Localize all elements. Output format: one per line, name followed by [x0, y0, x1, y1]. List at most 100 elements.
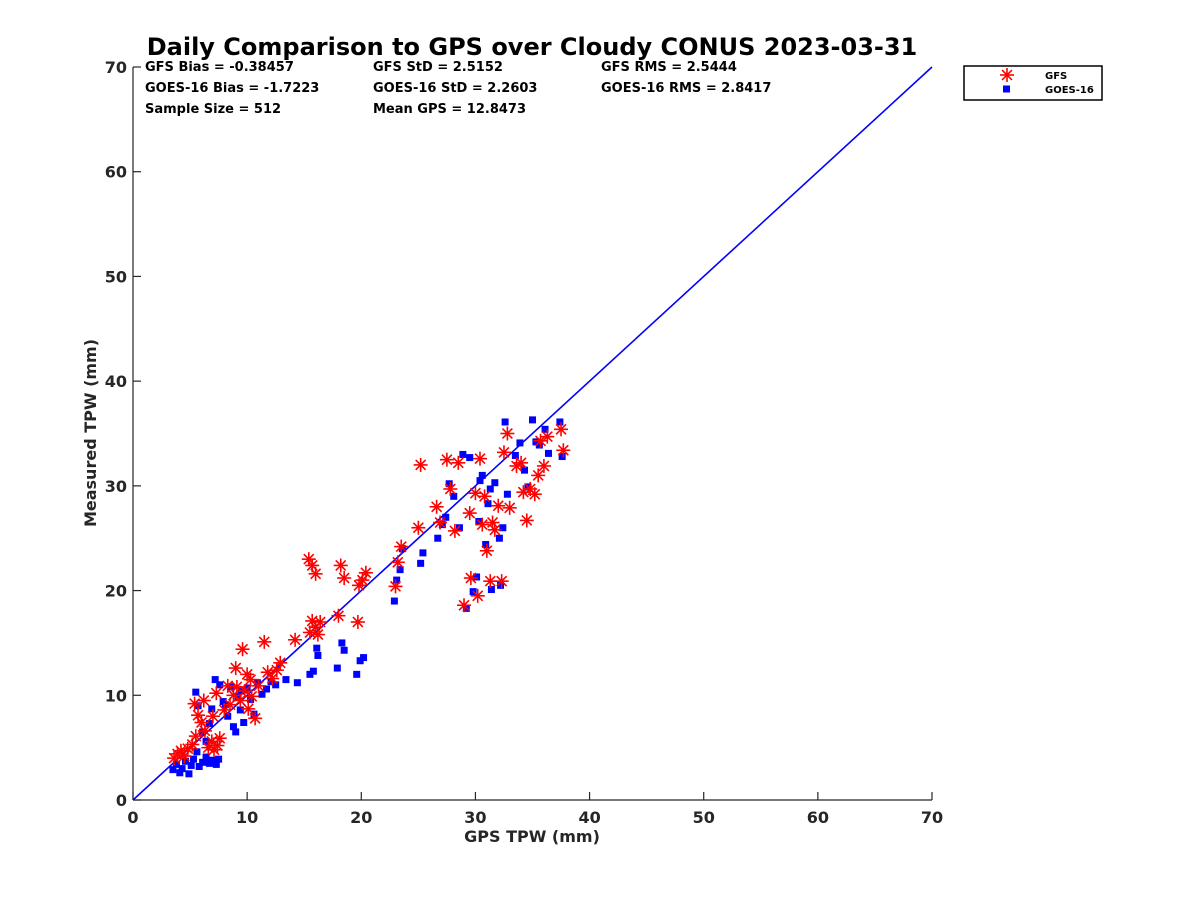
goes16-point: [541, 425, 549, 433]
goes16-point: [417, 559, 425, 567]
y-axis-label: Measured TPW (mm): [81, 339, 100, 527]
goes16-point: [455, 524, 463, 532]
gfs-point: [388, 579, 403, 594]
stat-mean-gps: Mean GPS = 12.8473: [373, 102, 526, 117]
goes16-point: [209, 756, 217, 764]
gfs-point: [472, 451, 487, 466]
gfs-point: [439, 452, 454, 467]
x-axis-label: GPS TPW (mm): [464, 827, 600, 846]
goes16-point: [199, 728, 207, 736]
goes16-point: [267, 678, 275, 686]
gfs-point: [451, 455, 466, 470]
gfs-point: [308, 566, 323, 581]
goes16-point: [511, 451, 519, 459]
stat-sample-size: Sample Size = 512: [145, 102, 281, 117]
legend-label-gfs: GFS: [1045, 71, 1067, 82]
stat-gfs-std: GFS StD = 2.5152: [373, 60, 503, 75]
gfs-point: [500, 426, 515, 441]
gfs-point: [196, 693, 211, 708]
goes16-point: [234, 692, 242, 700]
goes16-point: [501, 418, 509, 426]
goes16-point: [450, 492, 458, 500]
goes16-point: [250, 710, 258, 718]
gfs-point: [251, 678, 266, 693]
legend-label-goes16: GOES-16: [1045, 85, 1094, 96]
goes16-point: [192, 688, 200, 696]
goes16-point: [182, 757, 190, 765]
goes16-point: [484, 500, 492, 508]
gfs-point: [496, 445, 511, 460]
gfs-points-layer: [167, 422, 571, 766]
legend-gfs-marker: [1000, 68, 1014, 82]
chart-title: Daily Comparison to GPS over Cloudy CONU…: [147, 33, 918, 61]
goes16-point: [169, 766, 177, 774]
goes16-point: [193, 748, 201, 756]
y-tick-label: 30: [105, 477, 127, 496]
goes16-point: [482, 540, 490, 548]
y-tick-label: 60: [105, 163, 127, 182]
gfs-point: [244, 689, 259, 704]
goes16-point: [478, 471, 486, 479]
y-tick-label: 20: [105, 582, 127, 601]
gfs-point: [212, 731, 227, 746]
gfs-point: [331, 608, 346, 623]
goes16-point: [516, 439, 524, 447]
goes16-point: [247, 695, 255, 703]
goes16-point: [499, 524, 507, 532]
gfs-point: [429, 499, 444, 514]
x-tick-label: 0: [127, 808, 138, 827]
gfs-point: [220, 678, 235, 693]
goes16-point: [224, 712, 232, 720]
stat-goes-std: GOES-16 StD = 2.2603: [373, 81, 537, 96]
goes16-point: [187, 761, 195, 769]
gfs-point: [531, 468, 546, 483]
gfs-point: [229, 679, 244, 694]
goes16-point: [229, 723, 237, 731]
goes16-point: [215, 755, 223, 763]
gfs-point: [337, 571, 352, 586]
gfs-point: [475, 517, 490, 532]
gfs-point: [502, 500, 517, 515]
goes16-point: [293, 679, 301, 687]
gfs-point: [447, 523, 462, 538]
goes16-point: [556, 418, 564, 426]
goes16-point: [172, 760, 180, 768]
goes16-point: [529, 416, 536, 424]
gfs-point: [241, 701, 256, 716]
goes16-point: [216, 681, 224, 689]
goes16-point: [521, 466, 529, 474]
goes16-point: [419, 549, 427, 557]
goes16-point: [459, 450, 467, 458]
gfs-point: [457, 598, 472, 613]
x-tick-label: 30: [464, 808, 486, 827]
gfs-point: [240, 667, 255, 682]
gfs-point: [273, 655, 288, 670]
goes16-point: [194, 702, 202, 710]
gfs-point: [485, 515, 500, 530]
goes16-point: [487, 586, 495, 594]
x-tick-label: 40: [578, 808, 600, 827]
gfs-point: [333, 558, 348, 573]
goes16-point: [486, 485, 494, 493]
gfs-point: [443, 481, 458, 496]
goes16-point: [558, 453, 566, 461]
legend-box: [963, 65, 1103, 101]
y-axis-ticks: 0 10 20 30 40 50 60 70: [105, 58, 141, 810]
gfs-point: [411, 520, 426, 535]
gfs-point: [390, 555, 405, 570]
gfs-point: [514, 455, 529, 470]
y-tick-label: 0: [116, 791, 127, 810]
goes16-point: [211, 676, 219, 684]
goes16-point: [544, 449, 552, 457]
legend: GFS GOES-16: [963, 65, 1103, 101]
gfs-point: [470, 588, 485, 603]
goes16-point: [393, 576, 401, 584]
gfs-point: [479, 543, 494, 558]
goes16-point: [236, 706, 244, 714]
gfs-point: [288, 632, 303, 647]
gfs-point: [494, 574, 509, 589]
gfs-point: [491, 498, 506, 513]
gfs-point: [554, 422, 569, 437]
gfs-point: [197, 723, 212, 738]
